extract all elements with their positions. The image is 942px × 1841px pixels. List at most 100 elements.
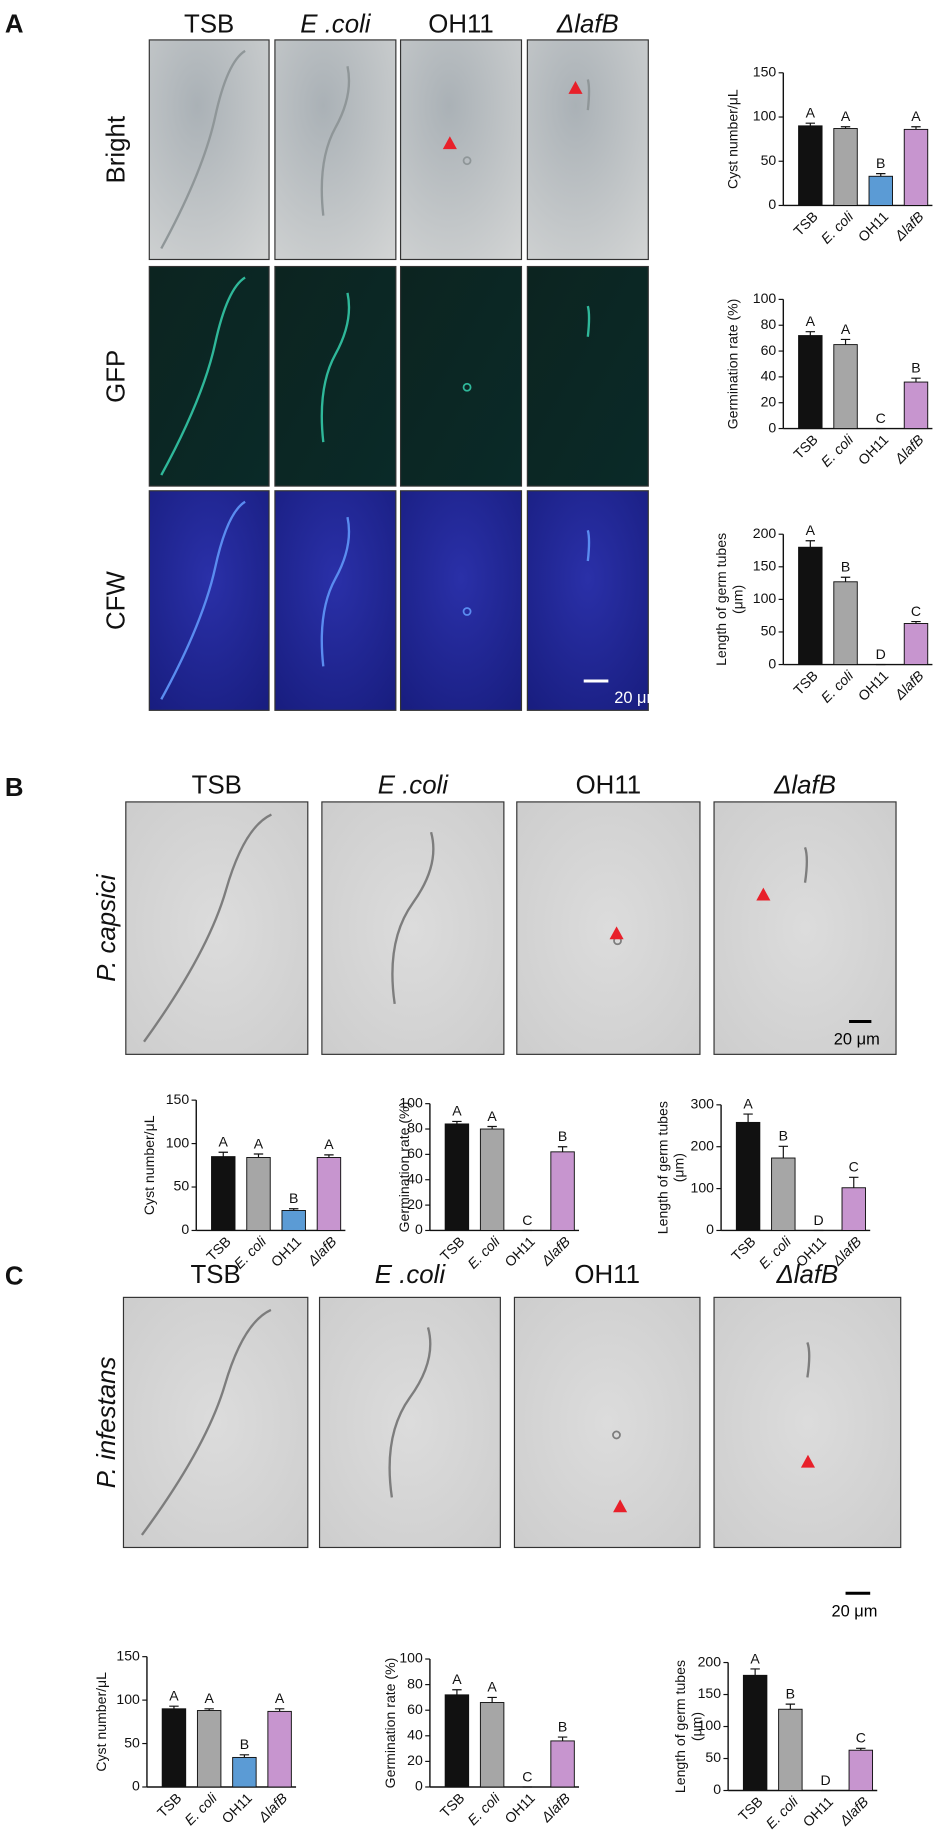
error-bar (840, 126, 851, 129)
x-tick-label: ΔlafB (304, 1233, 340, 1269)
significance-letter: A (743, 1095, 753, 1111)
y-tick-label: 60 (407, 1145, 423, 1161)
bar (550, 1740, 575, 1788)
bar (267, 1710, 292, 1788)
x-tick-label: ΔlafB (836, 1793, 872, 1829)
y-tick-label: 60 (407, 1701, 423, 1717)
error-bar (805, 331, 816, 336)
bar (778, 1708, 803, 1791)
significance-letter: C (911, 603, 921, 619)
significance-letter: C (849, 1159, 859, 1175)
column-header: ΔlafB (775, 1261, 838, 1289)
hypha (143, 813, 272, 1043)
bar (848, 1749, 874, 1791)
y-tick-label: 40 (407, 1727, 423, 1743)
micrograph (274, 265, 397, 487)
marker-triangle (568, 81, 583, 94)
bar (444, 1694, 470, 1788)
significance-letter: A (806, 313, 816, 329)
hypha (586, 529, 591, 562)
y-tick-label: 150 (166, 1091, 190, 1107)
x-tick-label: TSB (437, 1233, 468, 1264)
x-tick-label: ΔlafB (891, 667, 927, 703)
x-tick-label: TSB (790, 208, 821, 239)
hypha (320, 66, 351, 216)
significance-letter: A (911, 108, 921, 124)
x-tick-label: OH11 (855, 431, 892, 468)
y-tick-label: 80 (407, 1120, 423, 1136)
y-tick-label: 100 (698, 1717, 722, 1733)
hypha (320, 292, 351, 443)
significance-letter: A (169, 1688, 179, 1704)
error-bar (487, 1125, 497, 1130)
error-bar (911, 620, 921, 624)
micrograph (526, 490, 649, 711)
hypha (140, 1308, 272, 1536)
significance-letter: A (254, 1135, 264, 1151)
micrograph (526, 39, 649, 261)
y-tick-label: 300 (691, 1096, 715, 1112)
hypha (586, 305, 591, 337)
y-tick-label: 80 (761, 316, 777, 332)
y-tick-label: 50 (174, 1178, 190, 1194)
significance-letter: B (240, 1736, 249, 1752)
row-label: P. infestans (93, 1357, 121, 1489)
y-tick-label: 100 (116, 1691, 140, 1707)
error-bar (911, 377, 921, 383)
bar (479, 1702, 505, 1788)
significance-letter: B (289, 1190, 298, 1206)
x-tick-label: TSB (154, 1790, 185, 1821)
marker-triangle (613, 1499, 628, 1513)
x-tick-label: OH11 (800, 1793, 837, 1830)
cyst (612, 1430, 621, 1440)
y-tick-label: 100 (753, 108, 777, 124)
y-tick-label: 200 (753, 525, 777, 541)
hypha (803, 846, 809, 883)
x-tick-label: OH11 (268, 1233, 305, 1270)
micrograph (122, 1296, 309, 1549)
column-header: OH11 (428, 11, 494, 39)
significance-letter: A (219, 1134, 229, 1150)
y-axis-label: Cyst number/μL (725, 89, 741, 189)
significance-letter: D (813, 1212, 823, 1228)
error-bar (452, 1689, 462, 1695)
significance-letter: D (820, 1772, 830, 1788)
significance-letter: B (841, 559, 850, 575)
marker-triangle (800, 1454, 816, 1468)
y-tick-label: 0 (415, 1778, 423, 1794)
significance-letter: C (856, 1730, 866, 1746)
y-tick-label: 20 (407, 1752, 423, 1768)
error-bar (487, 1696, 497, 1703)
scale-bar-label: 20 μm (831, 1602, 877, 1620)
bar (479, 1128, 505, 1231)
y-axis-label: (μm) (688, 1712, 704, 1741)
cyst (462, 156, 472, 166)
significance-letter: A (806, 522, 816, 538)
error-bar (840, 338, 851, 345)
row-label: GFP (102, 350, 130, 403)
significance-letter: A (487, 1108, 497, 1124)
error-bar (849, 1176, 859, 1188)
x-tick-label: ΔlafB (254, 1790, 290, 1826)
y-tick-label: 20 (407, 1196, 423, 1212)
bar (550, 1151, 575, 1231)
micrograph (148, 490, 270, 711)
cyst (462, 382, 472, 392)
cyst (462, 607, 472, 616)
y-tick-label: 200 (698, 1653, 722, 1669)
bar (798, 546, 823, 666)
x-tick-label: OH11 (218, 1790, 255, 1827)
x-tick-label: TSB (203, 1233, 234, 1264)
micrograph (274, 39, 397, 261)
column-header: ΔlafB (556, 11, 619, 39)
significance-letter: C (522, 1768, 532, 1784)
bar (798, 335, 823, 430)
significance-letter: A (487, 1679, 497, 1695)
column-header: TSB (192, 771, 242, 799)
error-bar (557, 1146, 568, 1152)
hypha (320, 516, 351, 667)
x-tick-label: ΔlafB (891, 431, 927, 467)
y-tick-label: 0 (181, 1221, 189, 1237)
